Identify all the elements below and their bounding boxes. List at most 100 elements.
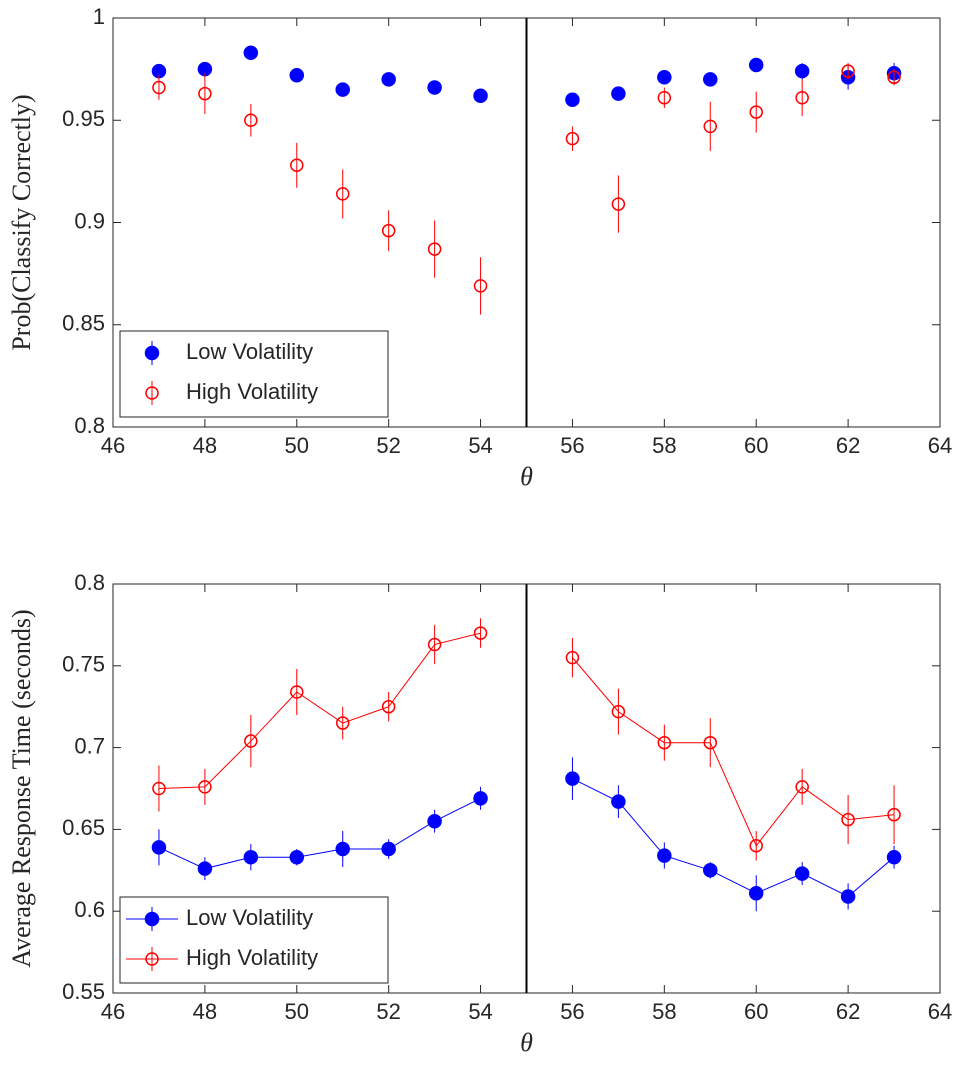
y-tick-label: 0.9	[74, 208, 105, 233]
data-point	[427, 242, 442, 256]
legend-label: Low Volatility	[186, 905, 313, 930]
data-point	[611, 704, 626, 719]
legend-label: High Volatility	[186, 379, 318, 404]
data-point	[289, 849, 305, 865]
data-point	[473, 626, 488, 640]
data-point	[565, 131, 580, 146]
data-point	[795, 780, 809, 794]
legend-marker	[145, 386, 159, 400]
data-point	[244, 734, 258, 748]
x-tick-label: 46	[101, 433, 125, 458]
y-axis-label: Average Response Time (seconds)	[7, 609, 36, 967]
x-tick-label: 54	[468, 433, 492, 458]
x-tick-label: 48	[193, 999, 217, 1024]
panel: 46 48 50 52 54 56 58 60 62 64 0.55 0.6 0.65 0.7 0.75 0.…	[7, 570, 952, 1057]
data-point	[243, 849, 259, 865]
data-point	[611, 86, 626, 101]
data-point	[335, 187, 350, 201]
data-point	[748, 885, 764, 901]
data-point	[611, 794, 626, 809]
x-tick-label: 56	[560, 999, 584, 1024]
x-tick-label: 52	[376, 999, 400, 1024]
x-tick-label: 64	[928, 433, 952, 458]
data-point	[197, 861, 213, 876]
data-point	[381, 223, 396, 238]
data-point	[473, 88, 488, 103]
data-point	[290, 158, 304, 172]
data-point	[473, 279, 488, 293]
data-point	[289, 68, 305, 83]
y-tick-label: 1	[93, 4, 105, 29]
x-tick-label: 46	[101, 999, 125, 1024]
data-point	[794, 63, 810, 79]
data-point	[840, 889, 856, 904]
data-point	[427, 80, 442, 95]
x-tick-label: 60	[744, 433, 768, 458]
x-tick-label: 62	[836, 433, 860, 458]
data-point	[565, 650, 580, 665]
x-tick-label: 54	[468, 999, 492, 1024]
data-point	[657, 848, 672, 863]
data-point	[657, 91, 672, 105]
data-point	[198, 86, 212, 101]
data-point	[152, 781, 166, 796]
y-tick-label: 0.75	[62, 652, 105, 677]
data-point	[427, 637, 442, 652]
x-tick-label: 60	[744, 999, 768, 1024]
panel: 46 48 50 52 54 56 58 60 62 64 0.8 0.85 0.9 0.95 1 θ Prob…	[7, 4, 952, 491]
data-point	[749, 839, 763, 853]
x-tick-label: 58	[652, 433, 676, 458]
legend-box	[119, 896, 389, 984]
data-point	[198, 780, 212, 794]
data-point	[335, 841, 350, 857]
data-point	[657, 70, 672, 85]
data-point	[657, 735, 672, 750]
data-point	[703, 72, 718, 87]
data-point	[381, 841, 396, 857]
legend: Low Volatility High Volatility	[119, 330, 389, 418]
series-line	[158, 632, 895, 847]
data-point	[473, 791, 488, 806]
data-point	[887, 807, 901, 822]
y-tick-label: 0.65	[62, 815, 105, 840]
legend-box	[119, 330, 389, 418]
x-tick-label: 64	[928, 999, 952, 1024]
series-line	[158, 778, 895, 898]
data-point	[243, 45, 259, 61]
y-tick-label: 0.6	[74, 897, 105, 922]
x-tick-label: 48	[193, 433, 217, 458]
data-point	[565, 771, 580, 786]
legend-marker	[144, 911, 160, 927]
data-point	[611, 197, 626, 211]
data-point	[748, 57, 764, 73]
y-tick-label: 0.55	[62, 979, 105, 1004]
data-point	[795, 91, 809, 105]
x-tick-label: 56	[560, 433, 584, 458]
data-point	[703, 735, 718, 750]
data-point	[151, 840, 167, 855]
y-tick-label: 0.7	[74, 733, 105, 758]
x-tick-label: 62	[836, 999, 860, 1024]
legend-label: High Volatility	[186, 945, 318, 970]
data-point	[887, 70, 901, 85]
data-point	[244, 113, 258, 127]
data-point	[290, 685, 304, 699]
data-point	[427, 813, 442, 829]
legend: Low Volatility High Volatility	[119, 896, 389, 984]
data-point	[841, 812, 855, 827]
data-point	[565, 92, 580, 108]
data-point	[703, 119, 718, 134]
data-point	[335, 716, 350, 730]
data-point	[749, 105, 763, 119]
x-tick-label: 50	[285, 433, 309, 458]
data-point	[794, 866, 810, 881]
data-point	[381, 72, 396, 87]
y-tick-label: 0.8	[74, 413, 105, 438]
y-axis-label: Prob(Classify Correctly)	[7, 94, 36, 350]
legend-label: Low Volatility	[186, 339, 313, 364]
legend-marker	[145, 952, 159, 966]
x-tick-label: 50	[285, 999, 309, 1024]
x-axis-label: θ	[520, 1028, 533, 1057]
